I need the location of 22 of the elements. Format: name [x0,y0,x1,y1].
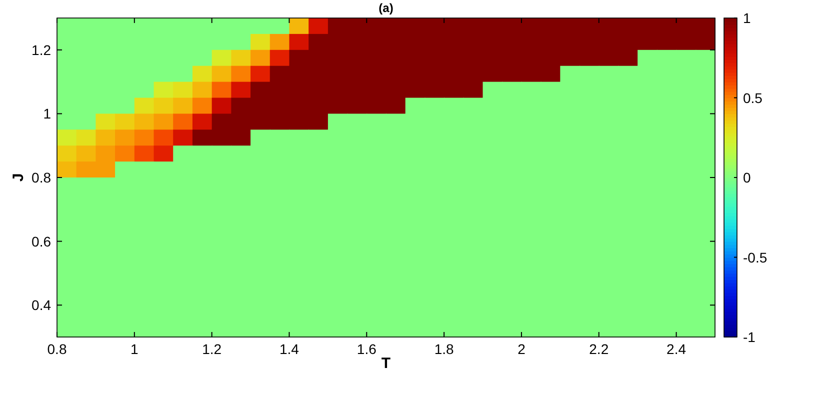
y-tick-label: 1.2 [32,42,52,58]
y-tick-label: 0.8 [32,170,52,186]
y-tick-label: 1 [43,106,52,122]
chart-title: (a) [378,1,394,15]
x-tick-label: 1.6 [356,341,377,357]
x-axis-title: T [381,355,391,372]
x-tick-label: 1 [130,341,139,357]
color-bar-label: 1 [743,10,751,26]
y-tick-label: 0.6 [32,233,52,250]
color-bar-label: -1 [743,329,756,345]
x-tick-label: 1.2 [202,341,222,357]
x-tick-label: 1.8 [434,341,454,357]
color-bar-label: 0 [743,170,751,186]
color-bar-label: 0.5 [743,90,763,106]
y-tick-label: 0.4 [32,297,52,314]
y-axis-title: J [10,173,27,182]
x-tick-label: 2 [518,341,526,357]
color-bar-label: -0.5 [743,249,768,266]
x-tick-label: 2.4 [666,341,686,357]
x-tick-label: 2.2 [589,341,609,357]
x-tick-label: 1.4 [280,341,300,357]
x-tick-label: 0.8 [47,341,67,357]
